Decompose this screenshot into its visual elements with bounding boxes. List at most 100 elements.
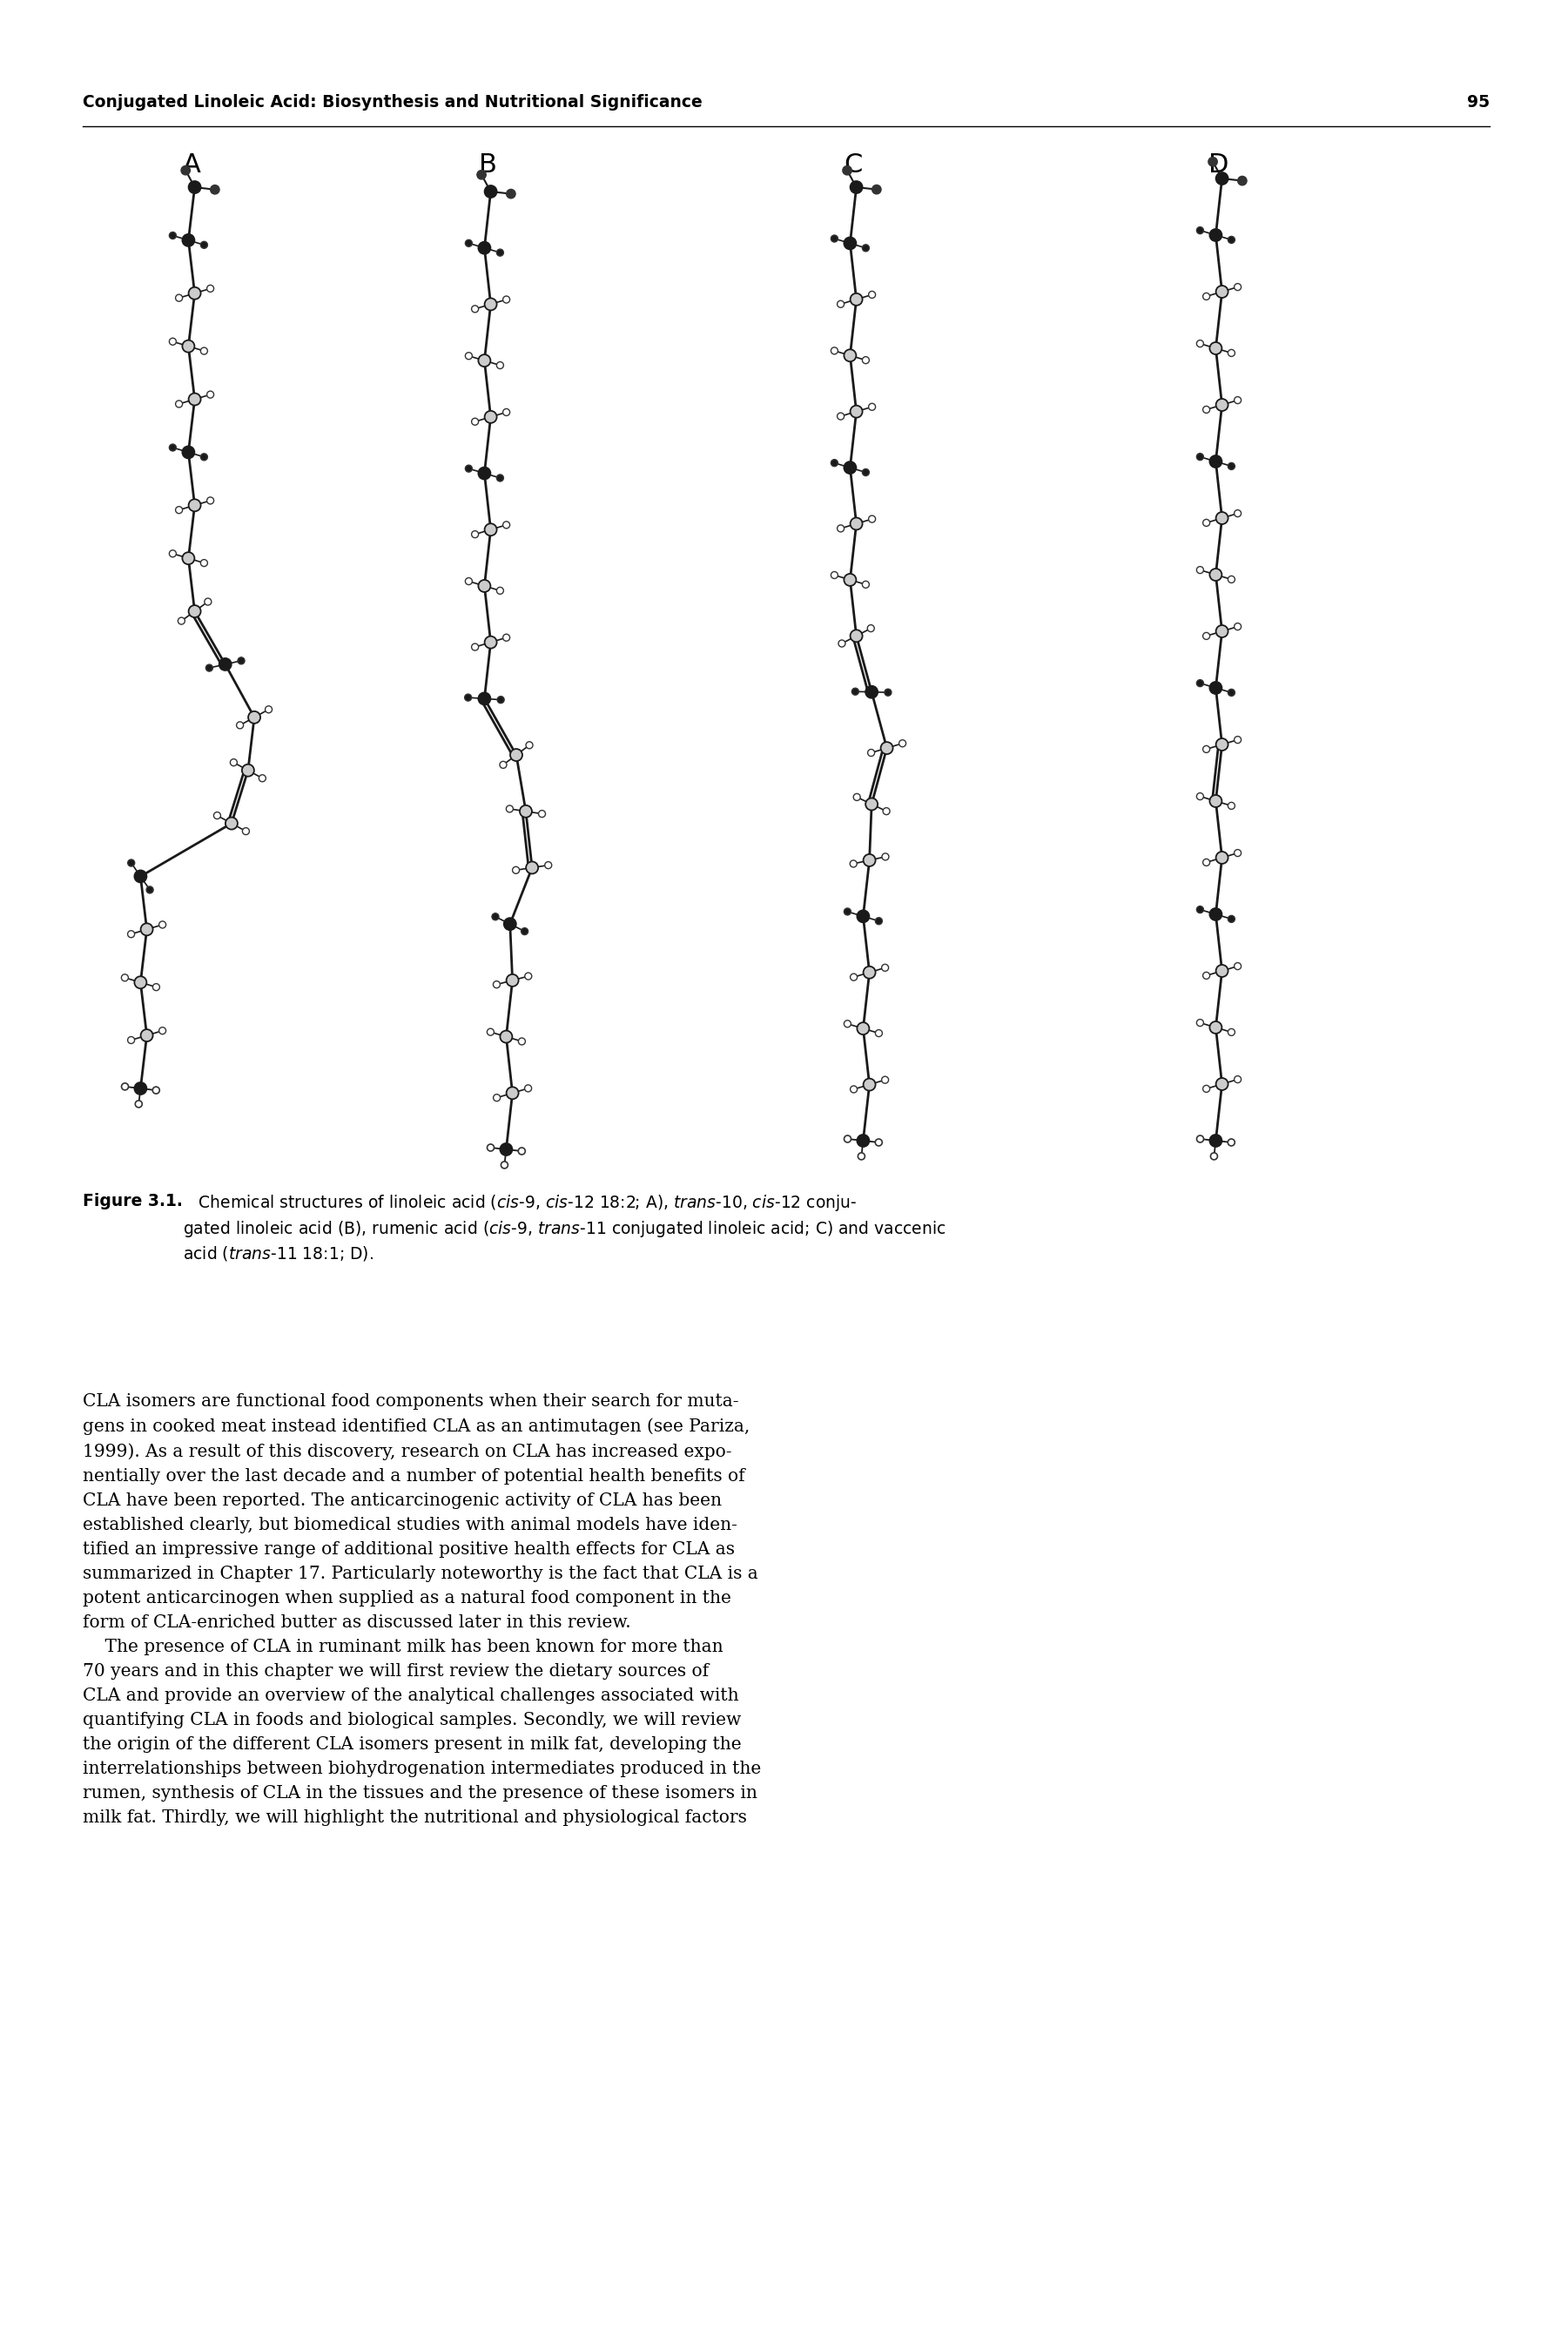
Circle shape	[478, 694, 491, 705]
Circle shape	[1196, 1136, 1204, 1143]
Circle shape	[853, 795, 861, 802]
Circle shape	[862, 357, 869, 364]
Circle shape	[1196, 454, 1204, 461]
Circle shape	[472, 306, 478, 313]
Circle shape	[1209, 343, 1221, 355]
Circle shape	[488, 1145, 494, 1152]
Circle shape	[1234, 962, 1242, 969]
Circle shape	[1215, 284, 1228, 299]
Circle shape	[188, 181, 201, 193]
Circle shape	[844, 574, 856, 585]
Circle shape	[180, 167, 190, 174]
Circle shape	[1234, 397, 1242, 404]
Circle shape	[862, 245, 869, 252]
Circle shape	[867, 625, 875, 632]
Circle shape	[466, 465, 472, 473]
Circle shape	[248, 712, 260, 724]
Circle shape	[1203, 1086, 1210, 1093]
Circle shape	[478, 355, 491, 367]
Circle shape	[497, 696, 505, 703]
Circle shape	[497, 588, 503, 595]
Circle shape	[1228, 463, 1236, 470]
Circle shape	[842, 167, 851, 174]
Circle shape	[1228, 689, 1236, 696]
Circle shape	[488, 1027, 494, 1034]
Circle shape	[866, 797, 878, 811]
Circle shape	[204, 597, 212, 604]
Circle shape	[1228, 1138, 1236, 1145]
Circle shape	[1209, 795, 1221, 806]
Circle shape	[135, 976, 147, 987]
Circle shape	[544, 863, 552, 868]
Circle shape	[884, 689, 892, 696]
Circle shape	[265, 705, 273, 712]
Circle shape	[858, 1023, 869, 1034]
Circle shape	[881, 743, 892, 755]
Circle shape	[152, 983, 160, 990]
Circle shape	[872, 186, 881, 195]
Circle shape	[1215, 851, 1228, 863]
Circle shape	[881, 964, 889, 971]
Circle shape	[497, 362, 503, 369]
Circle shape	[169, 550, 176, 557]
Circle shape	[494, 1093, 500, 1100]
Text: 95: 95	[1468, 94, 1490, 110]
Circle shape	[1203, 745, 1210, 752]
Circle shape	[127, 931, 135, 938]
Text: A: A	[182, 153, 201, 179]
Circle shape	[525, 973, 532, 980]
Circle shape	[1215, 513, 1228, 524]
Circle shape	[831, 458, 837, 465]
Circle shape	[844, 237, 856, 249]
Circle shape	[238, 658, 245, 665]
Circle shape	[867, 750, 875, 757]
Circle shape	[506, 1086, 519, 1100]
Circle shape	[500, 1161, 508, 1168]
Circle shape	[485, 299, 497, 310]
Circle shape	[210, 186, 220, 195]
Circle shape	[466, 353, 472, 360]
Circle shape	[850, 973, 858, 980]
Circle shape	[464, 694, 472, 701]
Circle shape	[1203, 407, 1210, 414]
Circle shape	[839, 639, 845, 647]
Circle shape	[503, 635, 510, 642]
Circle shape	[831, 348, 837, 355]
Circle shape	[466, 578, 472, 585]
Circle shape	[1196, 567, 1204, 574]
Circle shape	[503, 409, 510, 416]
Text: CLA isomers are functional food components when their search for muta-
gens in c: CLA isomers are functional food componen…	[83, 1394, 760, 1827]
Circle shape	[135, 1081, 147, 1096]
Circle shape	[1228, 1030, 1236, 1037]
Circle shape	[883, 809, 891, 816]
Circle shape	[141, 924, 154, 936]
Circle shape	[152, 1086, 160, 1093]
Circle shape	[837, 414, 844, 421]
Circle shape	[478, 581, 491, 592]
Circle shape	[844, 1020, 851, 1027]
Circle shape	[864, 853, 875, 865]
Circle shape	[497, 249, 503, 256]
Circle shape	[837, 301, 844, 308]
Circle shape	[521, 929, 528, 936]
Circle shape	[525, 860, 538, 875]
Circle shape	[850, 1086, 858, 1093]
Circle shape	[1234, 284, 1242, 292]
Circle shape	[519, 1037, 525, 1044]
Circle shape	[141, 1030, 154, 1041]
Circle shape	[1196, 341, 1204, 348]
Circle shape	[864, 1079, 875, 1091]
Circle shape	[169, 444, 176, 451]
Circle shape	[201, 348, 207, 355]
Circle shape	[1210, 1152, 1217, 1159]
Circle shape	[492, 912, 499, 919]
Circle shape	[844, 461, 856, 475]
Circle shape	[1203, 971, 1210, 978]
Circle shape	[506, 973, 519, 987]
Circle shape	[862, 468, 869, 475]
Circle shape	[858, 910, 869, 922]
Circle shape	[831, 235, 837, 242]
Circle shape	[182, 235, 194, 247]
Circle shape	[519, 806, 532, 818]
Circle shape	[503, 522, 510, 529]
